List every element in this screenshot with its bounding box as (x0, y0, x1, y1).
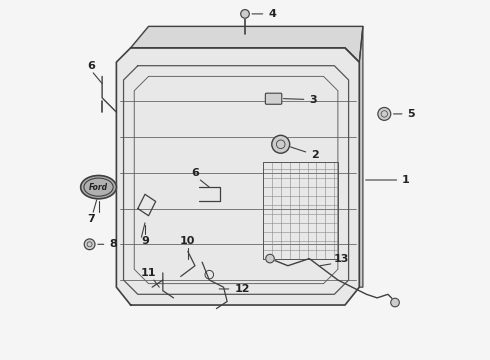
Text: 5: 5 (393, 109, 415, 119)
Polygon shape (359, 26, 363, 287)
Circle shape (272, 135, 290, 153)
Text: 6: 6 (191, 168, 199, 178)
Circle shape (391, 298, 399, 307)
Text: 13: 13 (334, 253, 349, 264)
Polygon shape (131, 26, 363, 62)
Circle shape (266, 254, 274, 263)
FancyBboxPatch shape (266, 93, 282, 104)
Circle shape (378, 108, 391, 120)
Text: 2: 2 (291, 147, 319, 160)
Text: 8: 8 (98, 239, 117, 249)
Text: 6: 6 (87, 61, 96, 71)
Polygon shape (117, 48, 359, 305)
Text: 1: 1 (366, 175, 410, 185)
Text: 10: 10 (180, 236, 196, 246)
Text: 11: 11 (141, 268, 156, 278)
Text: Ford: Ford (89, 183, 108, 192)
Text: 4: 4 (252, 9, 276, 19)
Circle shape (241, 10, 249, 18)
Circle shape (84, 239, 95, 249)
Ellipse shape (81, 176, 117, 199)
Text: 12: 12 (219, 284, 250, 294)
Text: 9: 9 (141, 236, 149, 246)
Text: 3: 3 (284, 95, 317, 105)
Text: 7: 7 (88, 214, 95, 224)
